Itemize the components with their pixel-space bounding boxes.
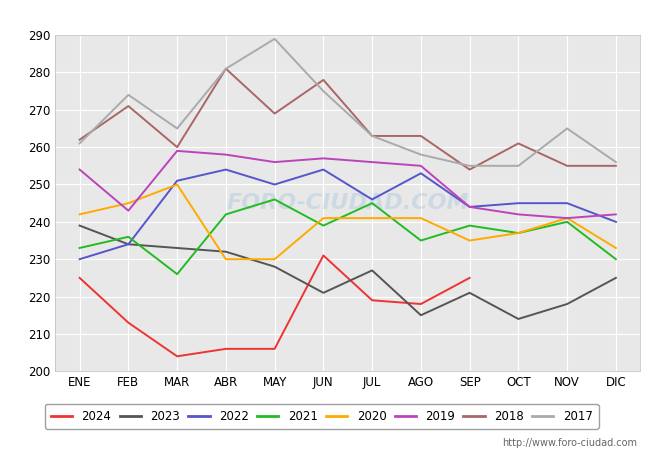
- Text: Afiliados en Llera a 30/9/2024: Afiliados en Llera a 30/9/2024: [190, 9, 460, 27]
- Text: FORO-CIUDAD.COM: FORO-CIUDAD.COM: [226, 193, 469, 213]
- Text: http://www.foro-ciudad.com: http://www.foro-ciudad.com: [502, 438, 637, 448]
- Legend: 2024, 2023, 2022, 2021, 2020, 2019, 2018, 2017: 2024, 2023, 2022, 2021, 2020, 2019, 2018…: [45, 404, 599, 429]
